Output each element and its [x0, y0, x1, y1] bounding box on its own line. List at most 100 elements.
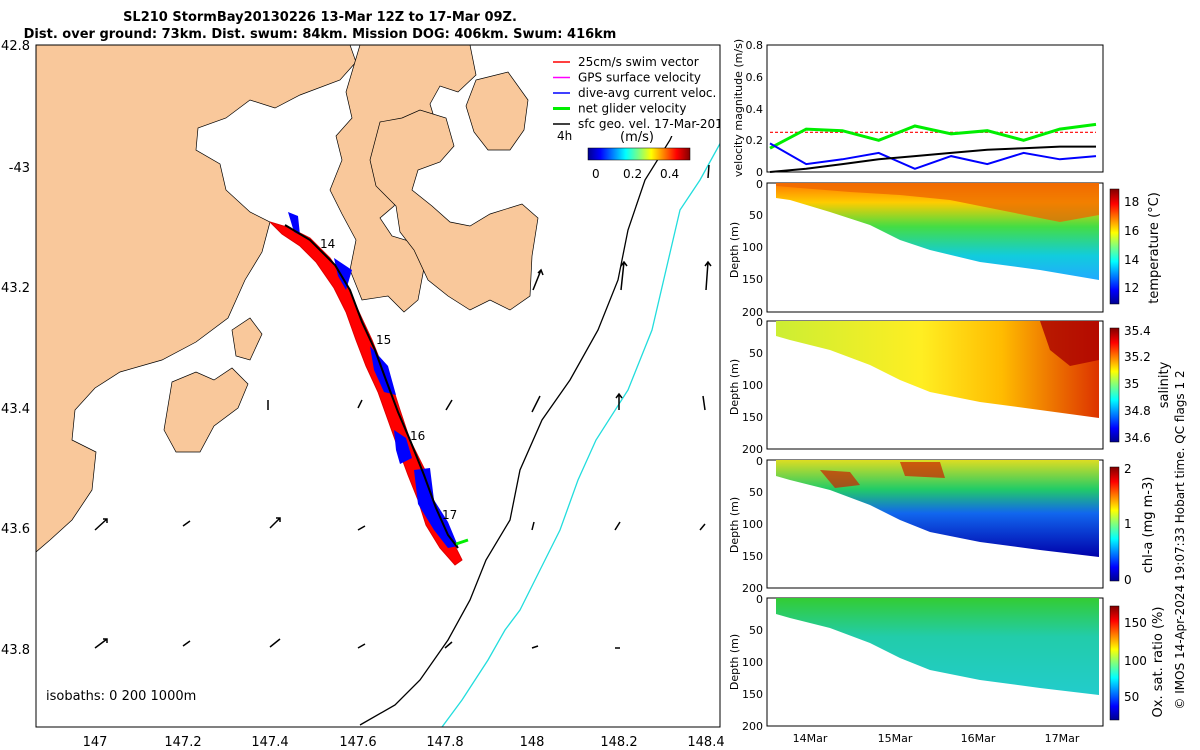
salinity-panel: 0 50 100 150 200 Depth (m) 35.4 35.2 35 … [728, 316, 1172, 456]
chla-cbar-tick-2: 2 [1124, 462, 1132, 476]
time-tick-17mar: 17Mar [1045, 732, 1080, 745]
land-east-islands [465, 71, 529, 151]
chla-cbar-tick-0: 0 [1124, 573, 1132, 587]
velocity-series-sfc-geo-vel- [769, 145, 1096, 173]
legend-label-4: sfc geo. vel. 17-Mar-2013 [578, 117, 730, 131]
lon-tick-3: 147.6 [339, 735, 376, 750]
chla-tick-100: 100 [742, 518, 763, 531]
map-panel: 25cm/s swim vector GPS surface velocitydi… [1, 39, 730, 750]
temperature-cbar-label: temperature (°C) [1147, 192, 1162, 304]
day-label-17: 17 [442, 508, 457, 522]
lon-tick-0: 147 [83, 735, 108, 750]
temperature-warm-layer [776, 183, 1099, 222]
velocity-y-ticks: 0 0.2 0.4 0.6 0.8 [746, 39, 764, 179]
sal-cbar-tick-1: 35.2 [1124, 350, 1151, 364]
vel-tick-1: 0.2 [746, 134, 764, 147]
time-tick-16mar: 16Mar [961, 732, 996, 745]
plot-title-line2: Dist. over ground: 73km. Dist. swum: 84k… [23, 27, 617, 42]
day-label-14: 14 [320, 237, 335, 251]
sal-cbar-tick-0: 35.4 [1124, 324, 1151, 338]
salinity-colorbar [1109, 327, 1120, 443]
sal-tick-150: 150 [742, 411, 763, 424]
temp-tick-0: 0 [756, 178, 763, 191]
map-content: 25cm/s swim vector GPS surface velocitydi… [36, 45, 730, 727]
track-centreline [284, 224, 459, 549]
temp-tick-100: 100 [742, 241, 763, 254]
legend-label-3: net glider velocity [578, 102, 686, 116]
legend-label-2: dive-avg current veloc. [578, 86, 716, 100]
sal-cbar-tick-3: 34.8 [1124, 404, 1151, 418]
ox-tick-0: 0 [756, 593, 763, 606]
temp-tick-200: 200 [742, 306, 763, 319]
isobaths-note: isobaths: 0 200 1000m [46, 689, 196, 704]
temperature-colorbar [1109, 188, 1120, 305]
chla-panel: 0 50 100 150 200 Depth (m) 2 1 0 chl-a (… [728, 455, 1156, 595]
colorbar-tick-2: 0.4 [660, 167, 679, 181]
day-label-15: 15 [376, 333, 391, 347]
land-bruny [231, 317, 263, 361]
chla-tick-200: 200 [742, 582, 763, 595]
sal-cbar-tick-2: 35 [1124, 377, 1139, 391]
vel-tick-3: 0.6 [746, 71, 764, 84]
temperature-ylabel: Depth (m) [728, 222, 741, 278]
oxygen-cbar-label: Ox. sat. ratio (%) [1151, 607, 1166, 718]
temp-cbar-tick-16: 16 [1124, 224, 1139, 238]
lon-tick-7: 148.4 [687, 735, 724, 750]
copyright-footer: © IMOS 14-Apr-2024 19:07:33 Hobart time.… [1173, 370, 1187, 709]
map-y-ticks: 42.8 -43 43.2 43.4 43.6 43.8 [1, 39, 30, 658]
ox-tick-150: 150 [742, 688, 763, 701]
lat-tick-2: 43.2 [1, 281, 30, 296]
isobath-200m [359, 49, 713, 726]
sal-tick-0: 0 [756, 316, 763, 329]
oxygen-panel: 0 50 100 150 200 Depth (m) 150 100 50 Ox… [728, 593, 1166, 745]
map-x-ticks: 147 147.2 147.4 147.6 147.8 148 148.2 14… [83, 735, 725, 750]
velocity-series [769, 122, 1097, 173]
lat-tick-1: -43 [9, 161, 30, 176]
chla-tick-0: 0 [756, 455, 763, 468]
chla-tick-50: 50 [749, 486, 763, 499]
temp-cbar-tick-14: 14 [1124, 253, 1139, 267]
colorbar-extra-label: 4h [557, 129, 572, 143]
lat-tick-3: 43.4 [1, 402, 30, 417]
land-south-headland [163, 367, 249, 453]
sal-tick-100: 100 [742, 379, 763, 392]
sal-cbar-tick-4: 34.6 [1124, 431, 1151, 445]
colorbar-tick-1: 0.2 [623, 167, 642, 181]
chla-cbar-label: chl-a (mg m-3) [1141, 477, 1156, 574]
ox-cbar-tick-50: 50 [1124, 690, 1139, 704]
velocity-series-net-glider-velocity [769, 122, 1097, 150]
velocity-panel: 0 0.2 0.4 0.6 0.8 velocity magnitude (m/… [732, 39, 1104, 179]
ox-cbar-tick-100: 100 [1124, 654, 1147, 668]
lon-tick-5: 148 [520, 735, 545, 750]
day-label-16: 16 [410, 429, 425, 443]
lon-tick-4: 147.8 [426, 735, 463, 750]
lat-tick-4: 43.6 [1, 522, 30, 537]
colorbar-tick-0: 0 [592, 167, 600, 181]
temperature-y-ticks: 0 50 100 150 200 [742, 178, 763, 319]
track-current-vectors [288, 212, 458, 548]
chla-tick-150: 150 [742, 550, 763, 563]
map-legend: 25cm/s swim vector GPS surface velocitydi… [548, 50, 730, 136]
vel-tick-2: 0.4 [746, 103, 764, 116]
sfc-velocity-arrows [94, 164, 712, 649]
salinity-ylabel: Depth (m) [728, 359, 741, 415]
chla-ylabel: Depth (m) [728, 497, 741, 553]
temp-cbar-tick-18: 18 [1124, 195, 1139, 209]
time-tick-14mar: 14Mar [793, 732, 828, 745]
land-mainland-west [36, 45, 357, 553]
ox-tick-100: 100 [742, 656, 763, 669]
temp-tick-150: 150 [742, 273, 763, 286]
lat-tick-5: 43.8 [1, 643, 30, 658]
oxygen-ylabel: Depth (m) [728, 634, 741, 690]
time-tick-15mar: 15Mar [878, 732, 913, 745]
ox-tick-50: 50 [749, 624, 763, 637]
lon-tick-2: 147.4 [251, 735, 288, 750]
chla-surface-bloom [820, 462, 945, 488]
ox-cbar-tick-150: 150 [1124, 616, 1147, 630]
plot-title-line1: SL210 StormBay20130226 13-Mar 12Z to 17-… [123, 10, 517, 25]
legend-label-0: 25cm/s swim vector [578, 55, 699, 69]
isobath-1000m [441, 142, 720, 727]
vel-tick-0: 0 [756, 166, 763, 179]
velocity-colorbar [587, 147, 691, 161]
